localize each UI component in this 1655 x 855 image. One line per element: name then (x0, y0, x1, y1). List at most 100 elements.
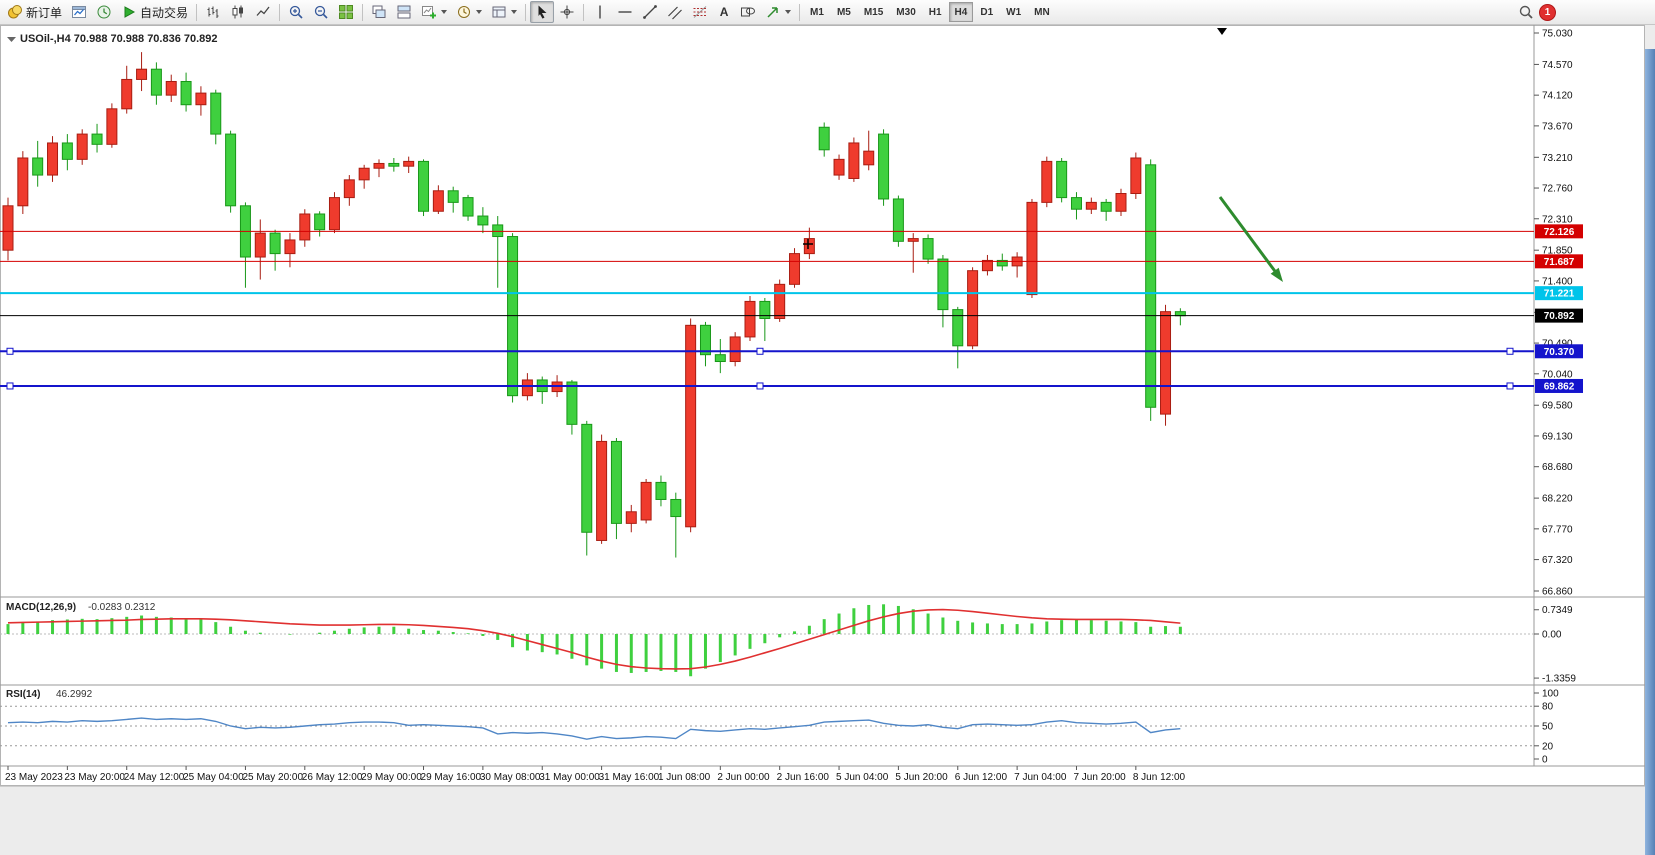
svg-text:73.670: 73.670 (1542, 121, 1573, 132)
svg-text:74.120: 74.120 (1542, 91, 1573, 102)
timeframe-h4-button[interactable]: H4 (948, 2, 974, 22)
autotrade-button[interactable]: 自动交易 (117, 1, 192, 23)
market-watch-icon (97, 5, 111, 19)
svg-text:2 Jun 00:00: 2 Jun 00:00 (717, 772, 770, 783)
svg-text:0: 0 (1542, 755, 1548, 766)
svg-text:73.210: 73.210 (1542, 153, 1573, 164)
svg-text:USOil-,H4 70.988 70.988 70.83: USOil-,H4 70.988 70.988 70.836 70.892 (20, 33, 218, 45)
svg-text:7 Jun 04:00: 7 Jun 04:00 (1014, 772, 1067, 783)
charts-button[interactable] (67, 1, 91, 23)
bar-chart-mode-button[interactable] (201, 1, 225, 23)
svg-text:0.00: 0.00 (1542, 630, 1562, 641)
zoom-out-icon (314, 5, 328, 19)
svg-text:70.892: 70.892 (1544, 311, 1575, 322)
svg-text:26 May 12:00: 26 May 12:00 (302, 772, 363, 783)
svg-text:74.570: 74.570 (1542, 60, 1573, 71)
svg-text:71.400: 71.400 (1542, 276, 1573, 287)
svg-text:68.220: 68.220 (1542, 494, 1573, 505)
window-edge-strip (1645, 49, 1655, 855)
arrows-tool-button[interactable] (761, 1, 795, 23)
svg-text:23 May 20:00: 23 May 20:00 (64, 772, 125, 783)
svg-text:0.7349: 0.7349 (1542, 605, 1573, 616)
svg-text:25 May 04:00: 25 May 04:00 (183, 772, 244, 783)
line-chart-mode-button[interactable] (251, 1, 275, 23)
tile-horizontal-button[interactable] (392, 1, 416, 23)
dropdown-caret (441, 10, 448, 14)
svg-text:MACD(12,26,9): MACD(12,26,9) (6, 602, 76, 613)
equidistant-channel-icon (668, 6, 682, 20)
timeframe-mn-button[interactable]: MN (1028, 2, 1056, 22)
shapes-icon (741, 7, 756, 17)
vertical-line-tool-button[interactable] (588, 1, 612, 23)
timeframe-h1-button[interactable]: H1 (923, 2, 948, 22)
price-chart[interactable]: 75.030 74.570 74.120 73.670 73.210 72.760 72.3… (0, 25, 1645, 786)
cursor-tool-button[interactable] (530, 1, 555, 23)
svg-text:69.580: 69.580 (1542, 401, 1573, 412)
svg-text:70.040: 70.040 (1542, 369, 1573, 380)
line-chart-icon (256, 6, 270, 16)
horizontal-line-icon (618, 11, 632, 13)
svg-text:5 Jun 04:00: 5 Jun 04:00 (836, 772, 889, 783)
chart-background (0, 25, 1645, 786)
trendline-icon (643, 5, 657, 19)
search-icon (1519, 5, 1533, 19)
svg-text:-1.3359: -1.3359 (1542, 674, 1576, 685)
svg-text:23 May 2023: 23 May 2023 (5, 772, 63, 783)
timeframe-m15-button[interactable]: M15 (858, 2, 889, 22)
candlestick-icon (232, 5, 244, 19)
svg-text:46.2992: 46.2992 (56, 689, 93, 700)
svg-text:72.126: 72.126 (1544, 227, 1575, 238)
text-tool-icon: A (719, 5, 729, 19)
annotations (803, 196, 1283, 282)
svg-text:-0.0283 0.2312: -0.0283 0.2312 (88, 602, 156, 613)
toolbar-separator (362, 3, 364, 21)
svg-text:80: 80 (1542, 702, 1554, 713)
vertical-line-icon (599, 5, 601, 19)
cascade-windows-button[interactable] (367, 1, 391, 23)
arrow-objects-icon (767, 7, 778, 18)
market-watch-button[interactable] (92, 1, 116, 23)
toolbar-separator (799, 3, 801, 21)
channel-tool-button[interactable] (663, 1, 687, 23)
new-chart-button[interactable] (417, 1, 451, 23)
shift-marker (1217, 28, 1227, 35)
svg-text:66.860: 66.860 (1542, 587, 1573, 598)
status-footer (0, 786, 1655, 831)
horizontal-line-tool-button[interactable] (613, 1, 637, 23)
profiles-button[interactable] (452, 1, 486, 23)
timeframe-w1-button[interactable]: W1 (1000, 2, 1027, 22)
fibonacci-tool-button[interactable] (688, 1, 712, 23)
timeframe-m1-button[interactable]: M1 (804, 2, 830, 22)
toolbar-separator (525, 3, 527, 21)
timeframe-m30-button[interactable]: M30 (890, 2, 921, 22)
templates-button[interactable] (487, 1, 521, 23)
text-tool-button[interactable]: A (713, 1, 735, 23)
chart-window-icon (72, 6, 87, 18)
profiles-clock-icon (458, 6, 471, 18)
notification-badge[interactable]: 1 (1539, 3, 1556, 21)
fibonacci-icon (693, 6, 707, 18)
ohlc-bars-icon (207, 6, 219, 18)
shapes-tool-button[interactable] (736, 1, 760, 23)
chart-title: USOil-,H4 70.988 70.988 70.836 70.892 (7, 33, 218, 45)
tile-windows-button[interactable] (334, 1, 358, 23)
search-button[interactable] (1514, 1, 1538, 23)
new-order-button[interactable]: 新订单 (3, 1, 66, 23)
svg-text:71.221: 71.221 (1544, 289, 1575, 300)
dropdown-caret (785, 10, 792, 14)
candlestick-mode-button[interactable] (226, 1, 250, 23)
svg-text:70.490: 70.490 (1542, 339, 1573, 350)
svg-text:68.680: 68.680 (1542, 462, 1573, 473)
svg-text:72.760: 72.760 (1542, 184, 1573, 195)
zoom-out-button[interactable] (309, 1, 333, 23)
svg-text:50: 50 (1542, 722, 1554, 733)
toolbar-separator (279, 3, 281, 21)
crosshair-tool-button[interactable] (555, 1, 579, 23)
trendline-tool-button[interactable] (638, 1, 662, 23)
zoom-in-icon (289, 5, 303, 19)
timeframe-d1-button[interactable]: D1 (974, 2, 999, 22)
svg-text:70.370: 70.370 (1544, 347, 1575, 358)
svg-text:31 May 16:00: 31 May 16:00 (599, 772, 660, 783)
zoom-in-button[interactable] (284, 1, 308, 23)
timeframe-m5-button[interactable]: M5 (831, 2, 857, 22)
